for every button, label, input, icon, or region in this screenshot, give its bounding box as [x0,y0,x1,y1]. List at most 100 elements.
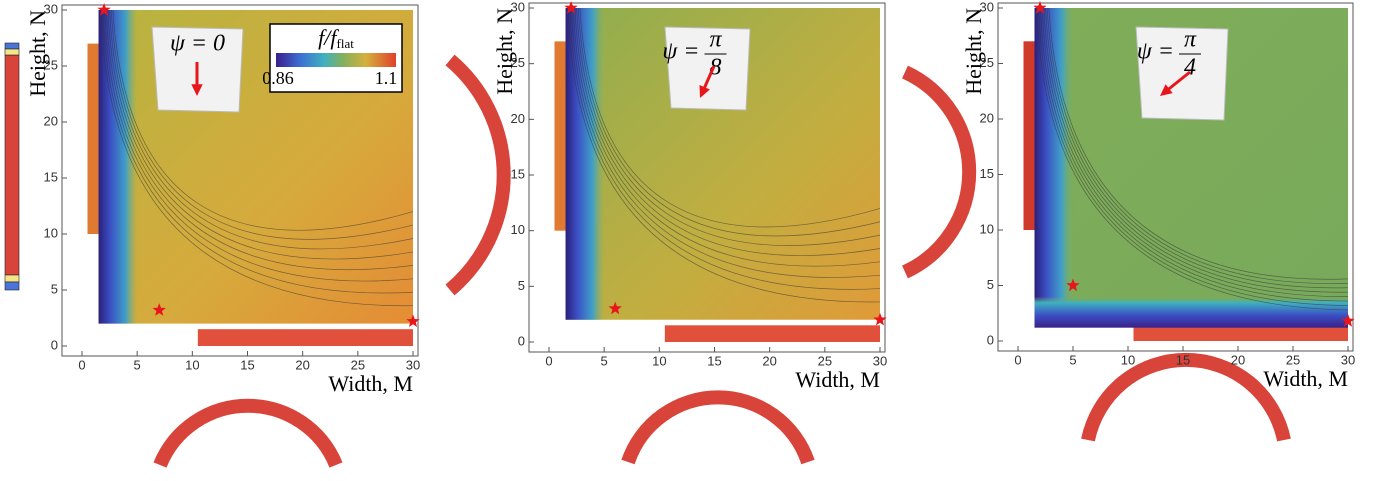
x-axis-label: Width, M [328,371,413,396]
y-tick-label: 15 [511,166,525,181]
x-tick-label: 0 [545,353,552,368]
colorbar [276,53,396,67]
y-tick-label: 20 [511,111,525,126]
fraction-numerator: π [1184,27,1197,53]
colorbar-label-subscript: flat [337,36,355,51]
x-tick-label: 30 [1341,352,1355,367]
y-tick-label: 30 [980,0,994,14]
contour-line [1045,7,1349,289]
y-tick-label: 0 [518,333,525,348]
y-tick-label: 15 [980,166,994,181]
x-tick-label: 15 [707,353,721,368]
y-tick-label: 30 [44,1,58,16]
contour-line [1036,7,1349,311]
y-tick-label: 10 [511,222,525,237]
y-tick-label: 5 [518,278,525,293]
contour-line [574,7,881,256]
x-axis-label: Width, M [795,367,880,392]
heatmap-edge [87,43,99,234]
contour-line [572,7,881,267]
star-marker [1341,314,1355,327]
x-axis-label: Width, M [1263,366,1348,391]
strip-diagram [4,42,20,291]
star-marker [406,314,420,327]
contour-line [110,9,414,240]
y-tick-label: 20 [980,110,994,125]
x-tick-label: 15 [1176,352,1190,367]
arc-diagrams [153,54,1291,468]
contour-line [112,9,414,231]
fraction-numerator: π [709,27,722,53]
contour-line [104,9,414,282]
annotation: ψ = [1137,39,1174,65]
contour-line [105,9,414,271]
star-marker [1066,278,1080,292]
y-tick-label: 10 [980,221,994,236]
contour-line [569,7,881,290]
y-tick-label: 10 [44,225,58,240]
x-tick-label: 10 [185,357,199,372]
heatmap-edge [197,329,413,346]
x-tick-label: 5 [601,353,608,368]
x-tick-label: 0 [78,357,85,372]
annotation-box [1135,26,1229,121]
heatmap-edge [1023,41,1035,230]
contour-line [1043,7,1349,293]
y-tick-label: 25 [511,55,525,70]
contour-line [107,9,414,260]
y-axis-label: Height, N [961,8,986,95]
contour-line [577,7,881,237]
x-tick-label: 15 [240,357,254,372]
contour-line [109,9,414,250]
y-axis-label: Height, N [25,10,50,97]
colorbar-tick-label: 0.86 [262,68,294,88]
arrow-head [191,84,203,96]
star-marker [564,1,578,14]
x-tick-label: 30 [873,353,887,368]
fraction-denominator: 8 [710,55,722,81]
heatmap-edge [554,41,566,231]
colorbar-label-text: f/f [318,25,339,50]
annotation-box [664,26,751,111]
direction-arrow [701,65,716,92]
y-tick-label: 0 [987,332,994,347]
heatmap-edge [1133,324,1348,341]
x-tick-label: 25 [351,357,365,372]
x-tick-label: 5 [1069,352,1076,367]
y-tick-label: 0 [51,337,58,352]
star-marker [873,312,887,326]
x-tick-label: 10 [652,353,666,368]
y-tick-label: 25 [44,57,58,72]
contour-line [102,9,414,294]
y-tick-label: 15 [44,169,58,184]
contour-line [579,7,881,228]
arrow-head [699,85,710,98]
x-tick-label: 0 [1014,352,1021,367]
colorbar-label: f/fflat [318,25,354,51]
star-marker [1033,1,1047,14]
star-marker [97,3,111,16]
y-tick-label: 20 [44,113,58,128]
arrow-head [1160,84,1173,96]
x-tick-label: 20 [1231,352,1245,367]
annotation: ψ = [662,39,699,65]
x-tick-label: 25 [1286,352,1300,367]
y-tick-label: 30 [511,0,525,14]
y-tick-label: 25 [980,55,994,70]
star-marker [152,303,166,316]
contour-line [1038,7,1349,306]
x-tick-label: 10 [1121,352,1135,367]
contour-line [1040,7,1349,302]
y-tick-label: 5 [51,281,58,296]
x-tick-label: 20 [762,353,776,368]
heatmap-band [1034,296,1348,328]
heatmap-edge [664,325,880,342]
contour-line [567,7,881,303]
y-axis-label: Height, N [492,8,517,95]
star-marker [608,301,622,315]
y-tick-label: 5 [987,277,994,292]
